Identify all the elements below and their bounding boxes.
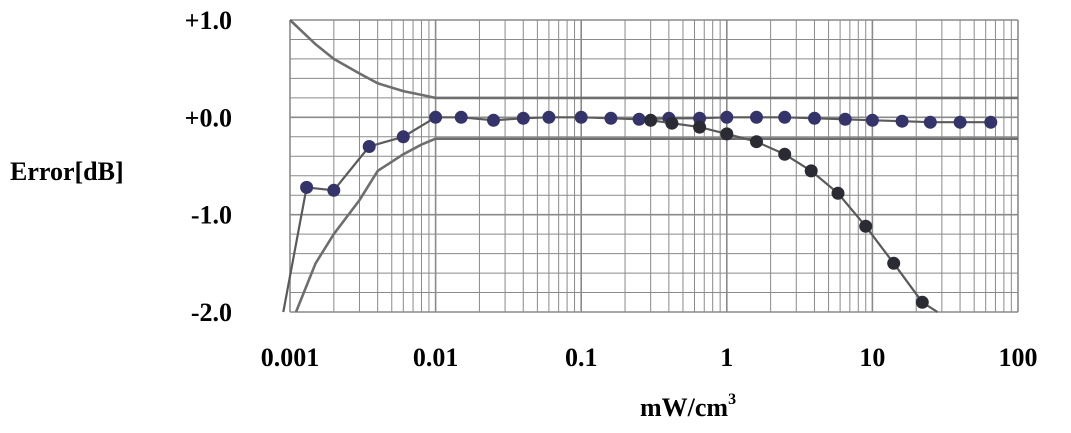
series-2-point [859, 219, 873, 233]
series-1-point [362, 140, 376, 153]
series-1-point [429, 110, 443, 124]
series-1-point [542, 110, 556, 124]
x-axis-unit: mW/cm [640, 393, 728, 422]
y-axis-title: Error[dB] [10, 157, 124, 186]
series-1-point [865, 113, 879, 127]
y-tick-label: +1.0 [185, 6, 232, 35]
series-1-point [604, 111, 618, 125]
limit-lines [289, 19, 1018, 313]
series-2-line [650, 119, 939, 313]
series-1-point [923, 115, 937, 129]
series-2-point [915, 295, 929, 309]
x-tick-label: 10 [859, 343, 885, 372]
series-2-point [778, 147, 792, 161]
series-2-point [804, 164, 818, 178]
series-1-point [750, 110, 763, 124]
upper-limit-line [289, 19, 1018, 100]
series-1-point [454, 110, 468, 124]
series-1-point [953, 115, 967, 129]
series-2-point [665, 116, 679, 130]
y-tick-label: -2.0 [191, 298, 232, 327]
series-1-point [895, 114, 909, 128]
lower-limit-line [294, 137, 1018, 313]
series-1-point [632, 112, 646, 126]
data-series [282, 110, 998, 313]
series-2-point [644, 113, 658, 127]
x-axis-title: mW/cm3 [640, 391, 736, 422]
series-1-point [574, 110, 588, 124]
x-tick-labels: 0.001 0.01 0.1 1 10 100 [261, 343, 1038, 372]
series-2-point [831, 186, 845, 200]
series-2-point [693, 120, 707, 134]
series-1-point [838, 112, 852, 126]
x-tick-label: 0.1 [565, 343, 598, 372]
y-tick-label: +0.0 [185, 103, 232, 132]
x-tick-label: 0.001 [261, 343, 320, 372]
series-2-point [750, 135, 763, 149]
series-2-point [887, 256, 901, 270]
x-tick-label: 1 [720, 343, 733, 372]
series-1-point [300, 180, 314, 194]
y-tick-label: -1.0 [191, 201, 232, 230]
y-tick-labels: +1.0 +0.0 -1.0 -2.0 [185, 6, 232, 327]
x-tick-label: 0.01 [413, 343, 459, 372]
series-1-point [327, 183, 341, 197]
series-2-point [720, 127, 734, 141]
series-1-point [720, 110, 734, 124]
series-1-point [808, 111, 821, 125]
series-1-point [487, 113, 500, 127]
series-1-point [778, 110, 792, 124]
series-1-point [516, 111, 530, 125]
x-tick-label: 100 [999, 343, 1038, 372]
x-axis-unit-exponent: 3 [728, 391, 736, 408]
grid [289, 19, 1019, 313]
series-1-point [396, 130, 410, 144]
series-1-point [984, 115, 998, 129]
